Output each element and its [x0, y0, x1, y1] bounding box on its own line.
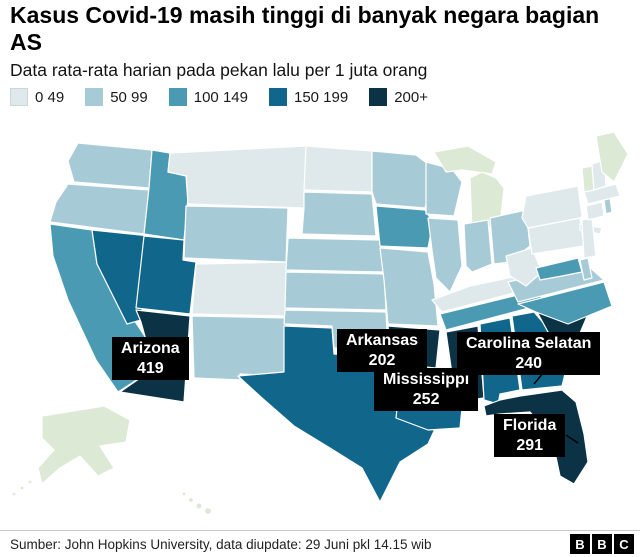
footer: Sumber: John Hopkins University, data di… [0, 530, 640, 557]
legend-label: 200+ [394, 88, 429, 106]
state-nj [581, 217, 597, 259]
callout-arizona: Arizona 419 [112, 337, 189, 381]
callout-state-value: 419 [136, 359, 164, 377]
bbc-logo-block: B [570, 534, 590, 554]
legend-item: 200+ [369, 88, 428, 106]
state-de [579, 257, 593, 281]
callout-florida: Florida 291 [494, 414, 566, 458]
legend-swatch [10, 88, 28, 106]
legend-label: 150 199 [293, 88, 349, 106]
legend-swatch [168, 88, 187, 106]
state-hi-island [187, 496, 195, 504]
state-ct [585, 201, 605, 221]
state-ny [521, 185, 583, 229]
legend-label: 0 49 [35, 88, 65, 106]
legend-swatch [268, 88, 287, 106]
callout-state-name: Arizona [121, 340, 180, 357]
legend: 0 49 50 99 100 149 150 199 200+ [10, 88, 449, 106]
state-ri [603, 197, 613, 215]
state-il [427, 217, 463, 293]
callout-state-value: 252 [412, 390, 440, 408]
state-nd [303, 145, 373, 193]
legend-item: 50 99 [85, 88, 148, 106]
legend-label: 50 99 [110, 88, 148, 106]
state-mn [371, 150, 437, 209]
bbc-logo-block: B [592, 534, 612, 554]
state-md [535, 257, 583, 281]
state-me [595, 131, 629, 183]
legend-item: 150 199 [268, 88, 349, 106]
state-wv [505, 247, 543, 287]
callout-state-name: Florida [503, 417, 557, 434]
callout-state-name: Mississippi [383, 371, 470, 388]
state-mo [379, 247, 439, 327]
callout-state-name: Arkansas [346, 332, 419, 349]
callout-state-value: 291 [516, 436, 544, 454]
state-hi-island [181, 491, 187, 497]
state-ia [375, 205, 434, 249]
state-nv [91, 229, 151, 325]
state-in [463, 219, 493, 273]
state-ak-island [19, 485, 25, 491]
legend-label: 100 149 [193, 88, 248, 106]
state-hi-island [203, 506, 213, 516]
callout-carolina-selatan: Carolina Selatan 240 [457, 332, 601, 376]
state-fl [483, 389, 589, 485]
state-co [191, 261, 291, 317]
state-sd [301, 191, 377, 237]
state-wa [67, 142, 153, 189]
source-text: Sumber: John Hopkins University, data di… [10, 537, 432, 552]
state-mt [167, 145, 307, 209]
state-ak [37, 405, 131, 485]
callout-leader-line [565, 434, 579, 444]
state-ne [285, 237, 385, 273]
callout-state-value: 202 [368, 351, 396, 369]
state-wy [183, 205, 289, 263]
legend-swatch [85, 88, 104, 106]
state-ak-island [27, 479, 33, 485]
legend-item: 100 149 [168, 88, 248, 106]
state-ak-island [11, 491, 17, 497]
state-or [49, 183, 150, 235]
state-nm [191, 315, 288, 381]
page-title: Kasus Covid-19 masih tinggi di banyak ne… [10, 2, 600, 56]
bbc-logo-block: C [614, 534, 634, 554]
callout-mississippi: Mississippi 252 [374, 368, 479, 412]
legend-swatch [369, 88, 388, 106]
callout-state-name: Carolina Selatan [466, 335, 592, 352]
state-nc [517, 281, 613, 325]
subtitle: Data rata-rata harian pada pekan lalu pe… [10, 60, 428, 80]
callout-arkansas: Arkansas 202 [337, 329, 428, 373]
callout-state-value: 240 [515, 354, 543, 372]
state-ut [135, 235, 197, 315]
state-mi_up [433, 145, 497, 175]
legend-item: 0 49 [10, 88, 64, 106]
state-ks [284, 271, 387, 311]
state-hi-island [195, 502, 203, 510]
